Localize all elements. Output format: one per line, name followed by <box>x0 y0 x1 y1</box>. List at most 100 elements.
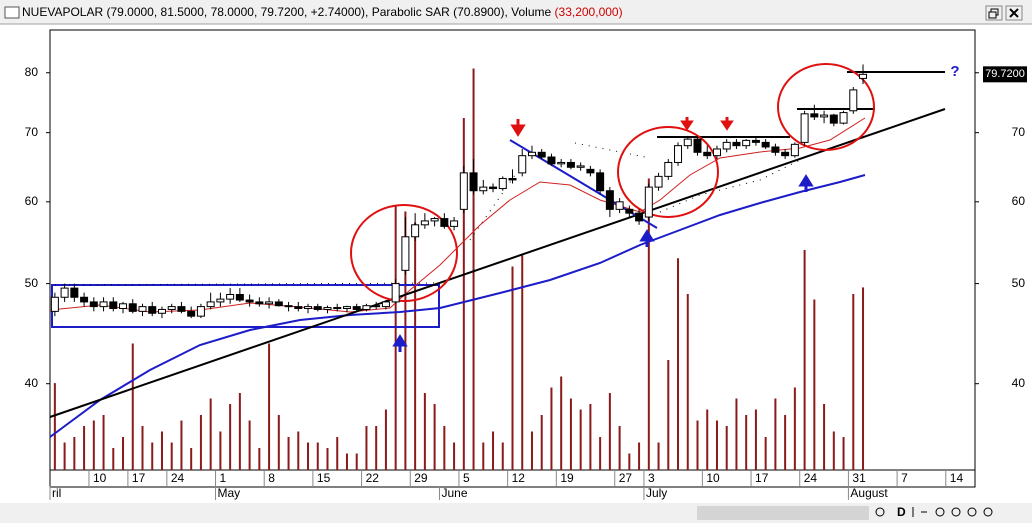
volume-bar <box>287 437 290 470</box>
volume-bar <box>345 453 348 470</box>
toolbar <box>875 507 993 517</box>
candle-body <box>693 138 702 153</box>
volume-bar <box>423 393 426 470</box>
bottom-bar <box>0 503 1032 523</box>
volume-bar <box>706 409 709 470</box>
volume-bar <box>735 398 738 470</box>
volume-bar <box>297 431 300 470</box>
moving-average-short <box>49 117 866 313</box>
candle-body <box>664 161 673 177</box>
candle-body <box>128 303 137 312</box>
volume-bar <box>414 222 417 470</box>
candle-body <box>635 212 644 222</box>
candle-body <box>70 287 79 298</box>
candle-body <box>119 303 128 310</box>
candle-body <box>859 73 868 79</box>
sar-value: (70.8900), <box>453 5 508 19</box>
annotation: ? <box>950 63 959 80</box>
volume-bar <box>638 442 641 470</box>
candle-body <box>187 310 196 317</box>
candle-body <box>440 218 449 227</box>
volume-bar <box>764 437 767 470</box>
tool-icon[interactable] <box>912 507 927 517</box>
candle-body <box>265 301 274 305</box>
volume-bar <box>774 398 777 470</box>
candle-body <box>537 151 546 158</box>
volume-bar <box>657 442 660 470</box>
volume-bar <box>268 343 271 470</box>
candle-body <box>712 148 721 157</box>
candle-body <box>216 298 225 303</box>
close-button[interactable] <box>1005 5 1023 21</box>
candle-body <box>839 112 848 124</box>
volume-bar <box>63 442 66 470</box>
chart-header: NUEVAPOLAR (79.0000, 81.5000, 78.0000, 7… <box>22 5 623 19</box>
y-tick-label-right: 50 <box>1012 276 1026 290</box>
volume-bar <box>725 426 728 470</box>
candle-body <box>89 301 98 308</box>
volume-bar <box>404 211 407 470</box>
quote: (79.0000, 81.5000, 78.0000, 79.7200, +2.… <box>106 5 368 19</box>
volume-bar <box>511 266 514 470</box>
volume-bar <box>472 68 475 470</box>
x-tick-label: 7 <box>901 471 908 485</box>
candle-body <box>547 156 556 165</box>
circle <box>777 63 875 151</box>
scrollbar-thumb[interactable] <box>697 506 869 520</box>
volume-bar <box>745 415 748 470</box>
volume-bar <box>248 420 251 470</box>
candle-body <box>80 296 89 303</box>
restore-button[interactable] <box>985 5 1003 21</box>
volume-bar <box>375 426 378 470</box>
candle-body <box>313 306 322 310</box>
volume-bar <box>560 376 563 470</box>
volume-bar <box>803 250 806 470</box>
volume-bar <box>131 343 134 470</box>
fit-icon[interactable] <box>967 507 977 517</box>
candle-body <box>557 161 566 165</box>
x-tick-label: 22 <box>366 471 380 485</box>
volume-bar <box>199 415 202 470</box>
candle-body <box>761 141 770 148</box>
volume-bar <box>316 442 319 470</box>
candle-body <box>722 141 731 150</box>
settings-icon[interactable] <box>983 507 993 517</box>
volume-bar <box>842 437 845 470</box>
candle-body <box>109 301 118 310</box>
candle-body <box>625 208 634 214</box>
volume-layer <box>53 68 865 470</box>
x-tick-label: 3 <box>648 471 655 485</box>
volume-bar <box>307 442 310 470</box>
zoom-icon[interactable] <box>875 507 885 517</box>
zoom-out-icon[interactable] <box>951 507 961 517</box>
volume-bar <box>754 409 757 470</box>
zoom-in-icon[interactable] <box>935 507 945 517</box>
volume-bar <box>326 448 329 470</box>
volume-bar <box>53 383 56 470</box>
price-layer: 40405050606070708080ril1017241May8152229… <box>25 63 1027 500</box>
candle-body <box>245 299 254 303</box>
y-tick-label: 50 <box>25 276 39 290</box>
volume-bar <box>501 442 504 470</box>
volume-bar <box>862 287 865 470</box>
volume-bar <box>112 448 115 470</box>
volume-bar <box>170 442 173 470</box>
candle-body <box>304 306 313 310</box>
volume-bar <box>190 448 193 470</box>
trend-line <box>49 108 946 418</box>
down-arrows <box>510 117 734 137</box>
candle-body <box>157 308 166 314</box>
volume-bar <box>579 409 582 470</box>
volume-bar <box>832 431 835 470</box>
x-tick-label: 15 <box>317 471 331 485</box>
x-tick-label: 31 <box>852 471 866 485</box>
x-tick-label: 17 <box>755 471 769 485</box>
period-button[interactable]: D <box>897 505 906 519</box>
volume-bar <box>229 404 232 470</box>
y-tick-label: 60 <box>25 194 39 208</box>
candle-body <box>751 139 760 143</box>
candle-body <box>381 301 390 308</box>
volume-bar <box>102 415 105 470</box>
volume-bar <box>521 255 524 470</box>
x-tick-label: 1 <box>220 471 227 485</box>
